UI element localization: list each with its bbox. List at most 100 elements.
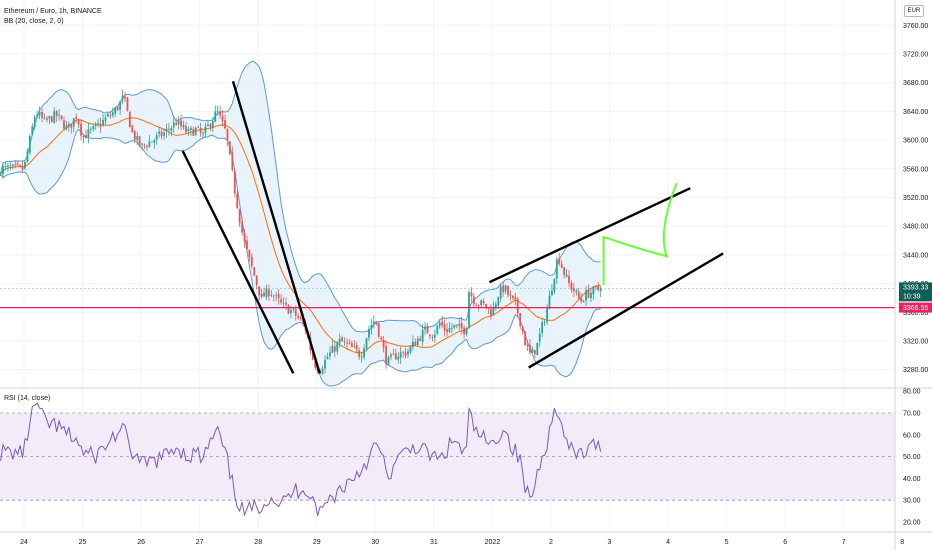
bb-fill [0,61,601,387]
candle-body [265,288,268,298]
candle-body [492,307,495,316]
time-tick-label: 4 [666,539,670,546]
candle-body [94,124,97,126]
candle-body [43,117,46,119]
candle-body [107,114,109,117]
candle-body [285,302,287,305]
candle-body [529,344,531,353]
candle-body [546,308,548,322]
candle-body [521,326,524,332]
time-tick-label: 26 [137,539,145,546]
time-tick-label: 2022 [485,539,501,546]
candle-body [255,276,258,286]
candle-body [455,324,458,326]
candle-body [121,95,124,100]
candle-body [102,119,104,126]
candle-body [336,342,339,352]
candle-body [211,121,214,128]
candle-body [375,321,378,325]
candle-body [399,352,402,358]
candle-body [514,297,517,300]
currency-badge[interactable]: EUR [904,5,924,17]
candle-body [509,294,512,296]
rsi-legend[interactable]: RSI (14, close) [4,394,53,403]
rsi-legend-label[interactable]: RSI (14, close) [4,395,51,402]
candle-body [480,300,483,306]
candle-body [314,360,317,368]
candle-body [38,112,41,115]
last-price-value: 3393.33 [903,284,928,291]
candle-body [85,135,87,139]
candle-body [560,264,563,268]
candle-body [436,325,439,334]
candle-body [11,164,14,166]
candle-body [153,140,156,143]
candle-body [116,107,119,110]
candle-body [6,165,9,167]
candle-body [70,123,73,128]
candle-body [87,129,90,138]
candle-body [533,350,536,355]
candle-body [280,298,283,303]
candle-body [114,108,117,114]
candle-body [207,124,209,126]
candle-body [63,120,65,129]
candle-body [80,123,82,136]
candle-body [387,356,390,366]
candle-body [429,334,431,337]
candle-body [350,343,353,347]
candle-body [92,126,95,130]
candle-body [482,300,485,304]
candle-body [575,290,578,293]
candle-body [2,166,4,174]
candle-body [446,329,448,333]
candle-body [168,128,170,130]
candle-body [365,338,368,349]
candle-body [448,327,451,332]
candle-body [326,357,329,359]
symbol-title[interactable]: Ethereum / Euro, 1h, BINANCE [4,8,102,15]
candle-body [538,333,541,342]
candle-body [370,324,373,329]
time-tick-label: 30 [371,539,379,546]
candle-body [263,292,265,297]
candle-body [519,313,522,327]
candle-body [453,324,456,328]
last-price-tag-bg [899,282,932,302]
candle-body [526,345,529,346]
candle-body [250,256,253,267]
candle-body [226,129,229,141]
candle-body [60,115,63,119]
candle-body [28,135,31,153]
candle-body [353,346,356,348]
symbol-legend[interactable]: Ethereum / Euro, 1h, BINANCE [4,7,105,16]
price-tick-label: 3360.00 [903,310,928,317]
candle-body [104,117,107,121]
candle-body [475,305,478,307]
candle-body [287,305,290,314]
trend-drawings [181,80,724,374]
candle-body [75,117,78,119]
candle-body [143,144,146,146]
candle-body [438,322,441,327]
candle-body [392,353,395,355]
bb-legend-label[interactable]: BB (20, close, 2, 0) [4,18,64,25]
candle-body [72,118,75,127]
candle-body [324,359,326,369]
candle-body [368,328,370,338]
time-axis: 24 25 26 27 28 29 30 31 2022 2 3 4 5 6 7 8 [20,539,904,546]
candle-body [431,336,434,338]
candle-body [26,151,29,162]
candle-body [382,339,385,348]
candle-body [460,322,463,329]
candle-body [50,116,53,122]
candle-body [570,282,573,290]
price-tick-label: 3440.00 [903,252,928,259]
indicator-legend[interactable]: BB (20, close, 2, 0) [4,17,67,26]
candle-body [219,111,222,116]
candle-body [33,117,36,128]
candle-body [175,123,178,126]
candle-body [170,128,173,131]
